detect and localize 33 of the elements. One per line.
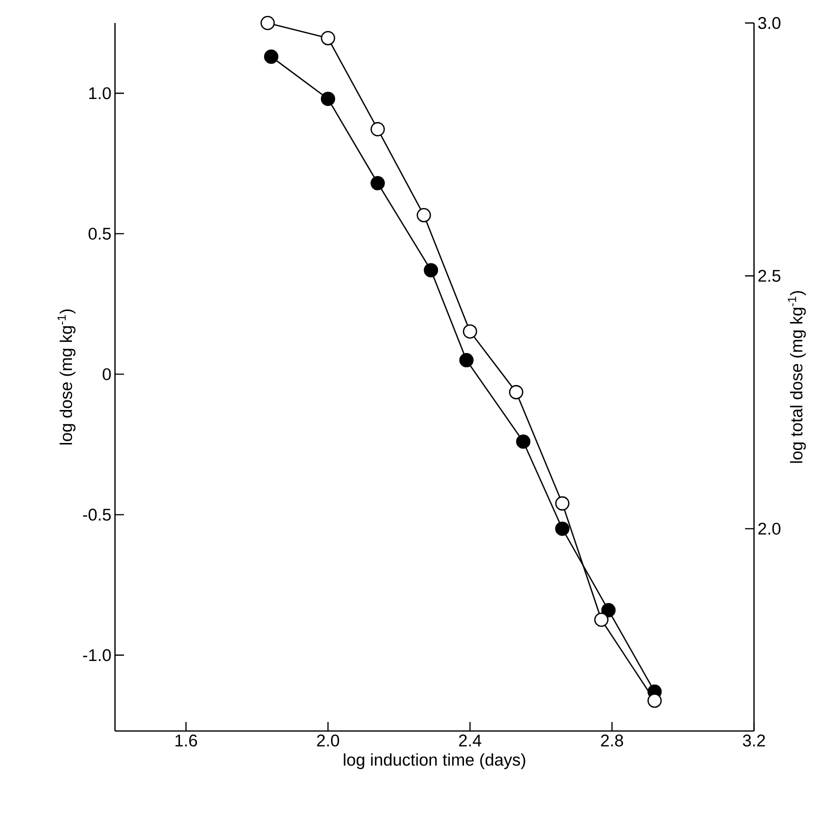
point — [264, 50, 278, 64]
y2-axis-title: log total dose (mg kg$^{-1}$) — [788, 291, 806, 463]
point — [424, 263, 438, 278]
point — [601, 603, 616, 618]
x-tick-label: 2.0 — [317, 734, 340, 747]
y2-tick-label: 2.5 — [758, 270, 780, 282]
point — [416, 208, 432, 222]
y2-tick-label: 3.0 — [758, 16, 780, 29]
y-tick-label: 1.0 — [89, 87, 111, 100]
y-tick-label: 0 — [102, 368, 111, 380]
x-tick-label: 2.8 — [601, 734, 624, 747]
point — [320, 92, 336, 106]
point — [370, 176, 385, 190]
y-axis-title: log dose (mg kg$^{-1}$) — [58, 309, 76, 444]
point — [370, 122, 385, 136]
y-tick-label: 0.5 — [88, 228, 111, 240]
point — [594, 612, 609, 627]
point — [462, 324, 478, 339]
point — [320, 31, 336, 46]
y-tick-label: -0.5 — [83, 508, 111, 521]
x-tick-label: 2.4 — [459, 734, 482, 746]
point — [509, 385, 524, 400]
y2-tick-label: 2.0 — [758, 522, 780, 535]
point — [459, 352, 474, 368]
point — [516, 434, 530, 449]
x-tick-label: 1.6 — [176, 734, 198, 747]
y-tick-label: -1.0 — [83, 649, 111, 662]
point — [647, 694, 662, 708]
point — [555, 522, 570, 536]
point — [555, 496, 570, 511]
point — [260, 16, 275, 30]
x-axis-title: log induction time (days) — [344, 753, 526, 770]
x-tick-label: 3.2 — [742, 734, 765, 747]
